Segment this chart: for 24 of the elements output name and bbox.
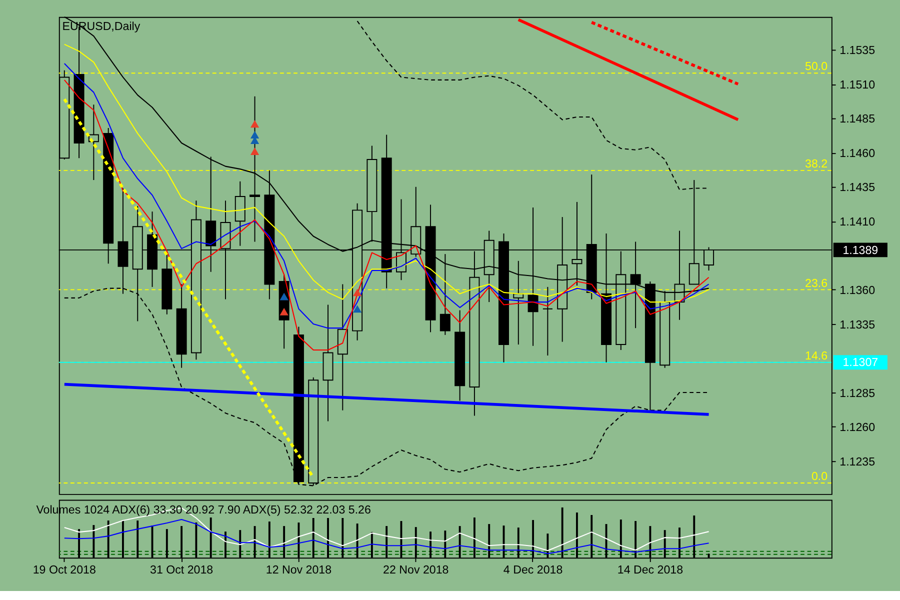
- y-tick-label: 1.1435: [840, 182, 876, 194]
- x-tick-label: 4 Dec 2018: [503, 564, 563, 577]
- y-tick-label: 1.1460: [840, 148, 876, 160]
- ref-line-label: 1.1389: [842, 244, 878, 257]
- y-tick-label: 1.1535: [840, 45, 876, 58]
- annotation: 14.6: [805, 350, 828, 362]
- x-tick-label: 12 Nov 2018: [266, 564, 332, 577]
- x-tick-label: 14 Dec 2018: [617, 564, 684, 577]
- y-tick-label: 1.1285: [840, 388, 876, 400]
- y-tick-label: 1.1485: [840, 114, 876, 126]
- y-tick-label: 1.1235: [840, 456, 876, 468]
- y-tick-label: 1.1510: [840, 79, 876, 92]
- ref-line-label: 1.1307: [842, 357, 878, 370]
- annotation: 50.0: [805, 61, 828, 74]
- y-tick-label: 1.1360: [840, 285, 876, 298]
- x-tick-label: 22 Nov 2018: [383, 564, 449, 577]
- x-tick-label: 19 Oct 2018: [32, 564, 96, 577]
- annotation: 38.2: [805, 158, 828, 171]
- y-tick-label: 1.1260: [840, 422, 876, 434]
- y-tick-label: 1.1335: [840, 319, 876, 332]
- annotation: 0.0: [811, 471, 828, 484]
- x-tick-label: 31 Oct 2018: [150, 564, 214, 577]
- y-tick-label: 1.1410: [840, 216, 876, 228]
- annotation: 23.6: [805, 278, 828, 290]
